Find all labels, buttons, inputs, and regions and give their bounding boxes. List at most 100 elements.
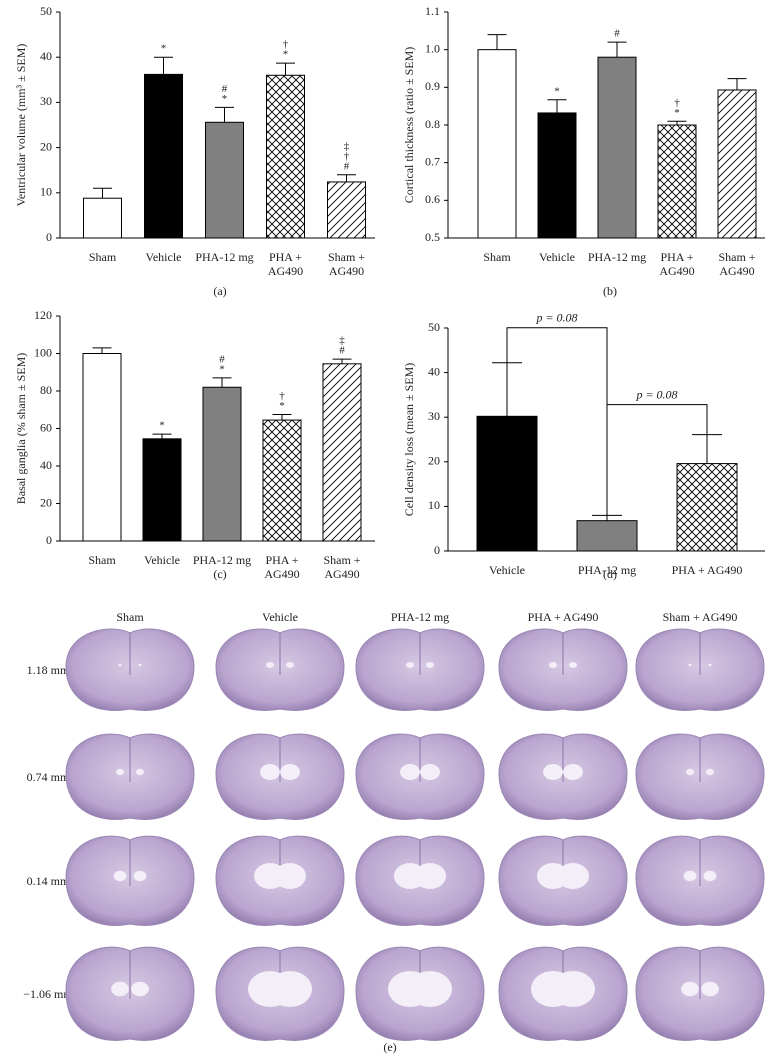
- row-label: 1.18 mm: [27, 663, 70, 677]
- significance-mark: †: [283, 39, 289, 51]
- y-tick-label: 0.5: [425, 230, 440, 244]
- ventricle: [400, 764, 420, 780]
- panel-label: (b): [603, 284, 617, 298]
- y-tick-label: 0: [46, 230, 52, 244]
- significance-mark: †: [674, 97, 680, 109]
- x-tick-label: Sham: [88, 553, 116, 567]
- bar: [676, 463, 738, 552]
- brain-section: [355, 946, 485, 1041]
- brain-section: [498, 835, 628, 926]
- brain-section: [498, 733, 628, 820]
- brain-section: [215, 946, 345, 1041]
- significance-mark: #: [344, 160, 350, 172]
- bar: [322, 363, 362, 542]
- bar: [537, 112, 577, 239]
- ventricle: [280, 764, 300, 780]
- y-tick-label: 20: [428, 454, 440, 468]
- y-axis-label: Basal ganglia (% sham ± SEM): [14, 353, 28, 505]
- column-header: Sham: [116, 610, 144, 624]
- x-tick-label: Vehicle: [539, 250, 575, 264]
- x-tick-label: PHA-12 mg: [588, 250, 646, 264]
- x-tick-label: AG490: [329, 264, 364, 278]
- x-tick-label: PHA +: [660, 250, 693, 264]
- ventricle: [136, 768, 144, 776]
- ventricle: [420, 764, 440, 780]
- brain-section: [498, 946, 628, 1041]
- significance-mark: *: [674, 107, 680, 119]
- x-tick-label: PHA-12 mg: [195, 250, 253, 264]
- bar: [717, 89, 757, 239]
- ventricle: [138, 663, 142, 667]
- significance-mark: †: [279, 390, 285, 402]
- significance-mark: *: [159, 420, 165, 432]
- bar: [266, 74, 305, 239]
- x-tick-label: Vehicle: [144, 553, 180, 567]
- brain-section: [355, 835, 485, 926]
- significance-mark: †: [344, 150, 350, 162]
- bar: [82, 353, 122, 542]
- y-tick-label: 0.8: [425, 117, 440, 131]
- bracket: [606, 404, 708, 516]
- ventricle: [681, 981, 699, 997]
- significance-mark: *: [554, 85, 560, 97]
- y-tick-label: 0: [434, 543, 440, 557]
- brain-section: [635, 835, 765, 926]
- x-tick-label: PHA +: [265, 553, 298, 567]
- brain-section: [355, 733, 485, 820]
- y-tick-label: 50: [40, 4, 52, 18]
- column-header: PHA + AG490: [528, 610, 599, 624]
- x-tick-label: Vehicle: [489, 563, 525, 577]
- x-tick-label: AG490: [324, 567, 359, 581]
- x-tick-label: PHA-12 mg: [578, 563, 636, 577]
- bracket-label: p = 0.08: [635, 387, 677, 401]
- brain-section: [635, 628, 765, 711]
- column-header: PHA-12 mg: [391, 610, 449, 624]
- ventricle: [701, 981, 719, 997]
- brain-section: [215, 628, 345, 711]
- bar: [83, 197, 122, 239]
- x-tick-label: AG490: [659, 264, 694, 278]
- significance-mark: #: [339, 345, 345, 357]
- ventricle: [686, 768, 694, 776]
- bar: [262, 419, 302, 542]
- ventricle: [408, 971, 452, 1007]
- panel-label: (d): [603, 567, 617, 581]
- panel-label: (a): [213, 284, 226, 298]
- significance-mark: #: [219, 353, 225, 365]
- y-tick-label: 0: [46, 533, 52, 547]
- ventricle: [683, 870, 697, 882]
- y-tick-label: 20: [40, 495, 52, 509]
- bar: [576, 520, 638, 552]
- ventricle: [274, 863, 306, 889]
- y-tick-label: 1.1: [425, 4, 440, 18]
- x-tick-label: Sham +: [718, 250, 755, 264]
- row-label: 0.74 mm: [27, 770, 70, 784]
- significance-mark: #: [614, 28, 620, 40]
- ventricle: [131, 981, 149, 997]
- x-tick-label: Sham +: [323, 553, 360, 567]
- ventricle: [543, 764, 563, 780]
- brain-section: [65, 628, 195, 711]
- x-tick-label: PHA-12 mg: [193, 553, 251, 567]
- y-tick-label: 20: [40, 139, 52, 153]
- y-tick-label: 30: [40, 94, 52, 108]
- brain-section: [65, 733, 195, 820]
- x-tick-label: AG490: [264, 567, 299, 581]
- ventricle: [414, 863, 446, 889]
- ventricle: [116, 768, 124, 776]
- bar: [476, 415, 538, 552]
- y-tick-label: 0.6: [425, 192, 440, 206]
- significance-mark: ‡: [344, 140, 350, 152]
- ventricle: [551, 971, 595, 1007]
- ventricle: [260, 764, 280, 780]
- panel-label: (e): [383, 1040, 396, 1054]
- ventricle: [426, 662, 434, 668]
- ventricle: [406, 662, 414, 668]
- significance-mark: *: [279, 400, 285, 412]
- bar: [597, 56, 637, 239]
- bar: [205, 121, 244, 239]
- significance-mark: #: [222, 83, 228, 95]
- y-tick-label: 0.7: [425, 154, 440, 168]
- bracket-label: p = 0.08: [535, 311, 577, 325]
- ventricle: [708, 663, 712, 667]
